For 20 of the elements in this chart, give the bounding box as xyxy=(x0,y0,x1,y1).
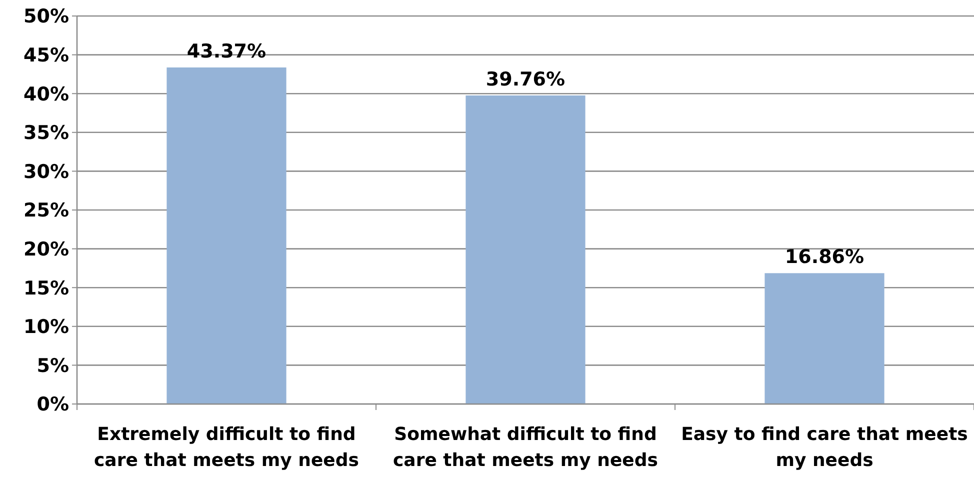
y-tick-label: 0% xyxy=(36,394,69,416)
bar xyxy=(466,95,586,404)
bar xyxy=(764,273,884,404)
x-tick-label: Somewhat difficult to find care that meets my needs xyxy=(393,424,658,471)
data-label: 39.76% xyxy=(486,68,566,90)
y-tick-label: 35% xyxy=(24,122,69,144)
y-tick-label: 20% xyxy=(24,238,69,260)
y-tick-label: 5% xyxy=(36,354,69,377)
y-tick-label: 25% xyxy=(24,200,69,222)
x-tick-label: Easy to find care that meets my needs xyxy=(681,424,968,471)
bar xyxy=(166,67,286,404)
data-label: 43.37% xyxy=(186,40,266,62)
y-tick-label: 15% xyxy=(24,277,69,300)
y-tick-label: 45% xyxy=(24,44,69,66)
x-tick-label: Extremely difficult to find care that meets my needs xyxy=(94,424,359,471)
y-tick-label: 10% xyxy=(24,316,69,338)
data-label: 16.86% xyxy=(784,246,864,268)
y-tick-label: 30% xyxy=(24,160,69,183)
y-tick-label: 40% xyxy=(24,83,69,106)
y-tick-label: 50% xyxy=(24,6,69,28)
